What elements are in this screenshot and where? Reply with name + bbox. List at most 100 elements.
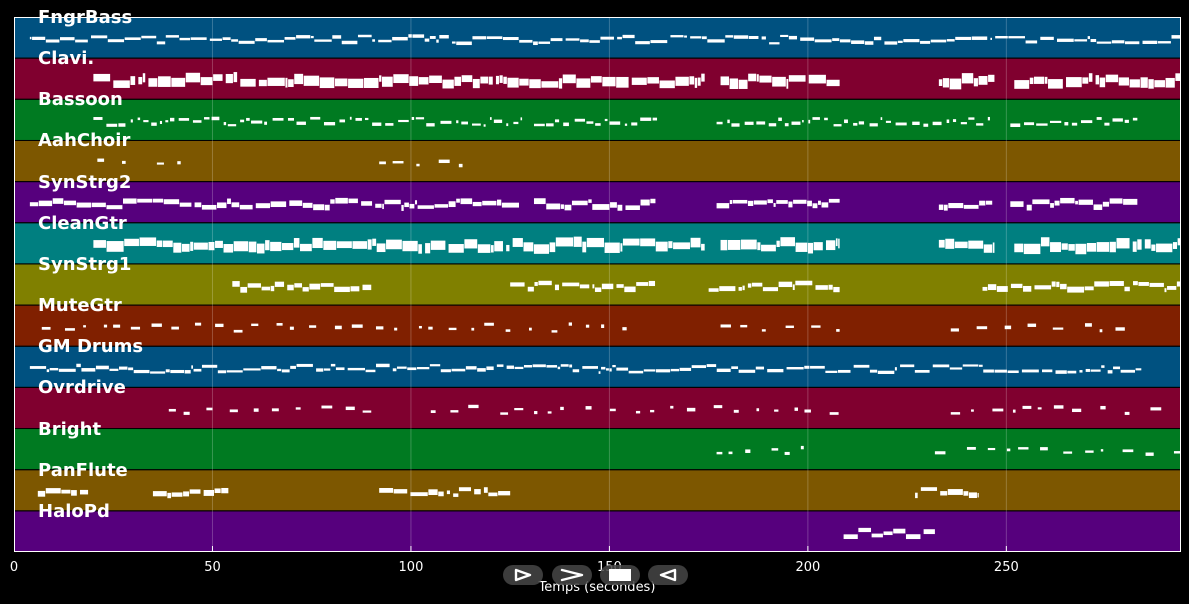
- note-mark: [701, 36, 707, 40]
- note-mark: [1122, 449, 1134, 453]
- note-mark: [747, 200, 754, 207]
- note-mark: [347, 367, 366, 371]
- note-mark: [113, 324, 121, 328]
- note-mark: [1029, 77, 1034, 85]
- note-mark: [289, 326, 294, 330]
- note-mark: [948, 203, 964, 209]
- track-band: [14, 511, 1181, 552]
- note-mark: [729, 200, 733, 204]
- note-mark: [1116, 238, 1130, 249]
- note-mark: [119, 366, 128, 370]
- note-mark: [1100, 449, 1104, 452]
- note-mark: [963, 204, 979, 209]
- note-mark: [505, 329, 511, 332]
- note-mark: [1177, 238, 1181, 246]
- note-mark: [569, 364, 573, 368]
- play-button[interactable]: [552, 565, 592, 585]
- note-mark: [1124, 41, 1140, 45]
- note-mark: [622, 327, 627, 331]
- note-mark: [490, 245, 494, 253]
- note-mark: [624, 123, 628, 126]
- note-mark: [365, 369, 376, 373]
- note-mark: [616, 367, 629, 371]
- note-mark: [488, 76, 493, 85]
- note-mark: [843, 534, 858, 540]
- note-mark: [1080, 120, 1093, 124]
- note-mark: [963, 491, 969, 496]
- note-mark: [554, 284, 560, 291]
- note-mark: [582, 366, 599, 369]
- note-mark: [1014, 80, 1030, 89]
- note-mark: [362, 410, 372, 413]
- note-mark: [527, 286, 534, 292]
- note-mark: [747, 283, 752, 288]
- note-mark: [810, 365, 825, 369]
- stop-button[interactable]: [600, 565, 640, 585]
- note-mark: [914, 369, 930, 373]
- note-mark: [296, 363, 313, 367]
- note-mark: [448, 201, 456, 208]
- note-mark: [950, 328, 959, 332]
- track-label: SynStrg1: [38, 253, 132, 275]
- step-back-button[interactable]: [648, 565, 688, 585]
- note-mark: [978, 76, 988, 85]
- note-mark: [690, 36, 702, 39]
- note-mark: [1026, 204, 1032, 211]
- note-mark: [785, 325, 794, 329]
- note-mark: [148, 78, 158, 87]
- note-mark: [1102, 201, 1110, 207]
- note-mark: [616, 284, 624, 288]
- note-mark: [231, 39, 239, 42]
- note-mark: [1010, 201, 1024, 207]
- note-mark: [884, 41, 898, 45]
- note-mark: [152, 198, 164, 203]
- note-mark: [460, 198, 473, 205]
- note-mark: [496, 364, 504, 367]
- note-mark: [303, 75, 320, 86]
- note-mark: [1084, 286, 1094, 291]
- note-mark: [838, 369, 851, 373]
- note-mark: [1021, 369, 1039, 373]
- note-mark: [604, 118, 608, 122]
- note-mark: [1149, 282, 1164, 287]
- note-mark: [361, 201, 373, 206]
- note-mark: [635, 41, 650, 45]
- note-mark: [795, 242, 808, 252]
- note-mark: [493, 119, 503, 123]
- note-mark: [729, 78, 739, 90]
- track-label: Bright: [38, 418, 102, 440]
- note-mark: [106, 205, 123, 210]
- note-mark: [486, 366, 494, 371]
- note-mark: [612, 364, 616, 368]
- note-mark: [938, 79, 943, 86]
- note-mark: [334, 78, 348, 87]
- note-mark: [788, 75, 806, 82]
- note-mark: [1140, 77, 1148, 88]
- note-mark: [776, 200, 788, 204]
- note-mark: [453, 493, 459, 497]
- note-mark: [472, 123, 481, 126]
- note-mark: [738, 369, 756, 373]
- note-mark: [429, 364, 441, 367]
- note-mark: [947, 489, 963, 495]
- note-mark: [177, 161, 181, 165]
- note-mark: [869, 123, 878, 127]
- rewind-button[interactable]: [503, 565, 543, 585]
- note-mark: [738, 287, 742, 291]
- note-mark: [502, 37, 519, 41]
- note-mark: [727, 239, 741, 250]
- note-mark: [251, 323, 259, 327]
- note-mark: [769, 42, 780, 45]
- note-mark: [138, 76, 143, 85]
- note-mark: [733, 35, 749, 39]
- note-mark: [1085, 450, 1094, 453]
- note-mark: [1044, 76, 1048, 84]
- note-mark: [314, 39, 332, 42]
- note-mark: [456, 41, 472, 46]
- note-mark: [579, 284, 590, 289]
- note-mark: [309, 283, 321, 290]
- note-mark: [1050, 242, 1061, 253]
- note-mark: [988, 74, 995, 82]
- note-mark: [248, 241, 257, 253]
- note-mark: [617, 204, 623, 211]
